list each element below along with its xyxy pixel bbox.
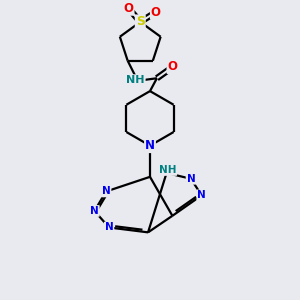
Text: N: N — [197, 190, 206, 200]
Text: S: S — [136, 15, 145, 28]
Text: O: O — [151, 6, 161, 19]
Text: N: N — [105, 223, 113, 232]
Text: N: N — [187, 174, 195, 184]
Text: N: N — [102, 186, 110, 197]
Text: N: N — [145, 139, 155, 152]
Text: N: N — [90, 206, 99, 216]
Text: O: O — [167, 60, 178, 73]
Text: NH: NH — [126, 75, 145, 85]
Text: O: O — [124, 2, 134, 15]
Text: NH: NH — [159, 165, 176, 175]
